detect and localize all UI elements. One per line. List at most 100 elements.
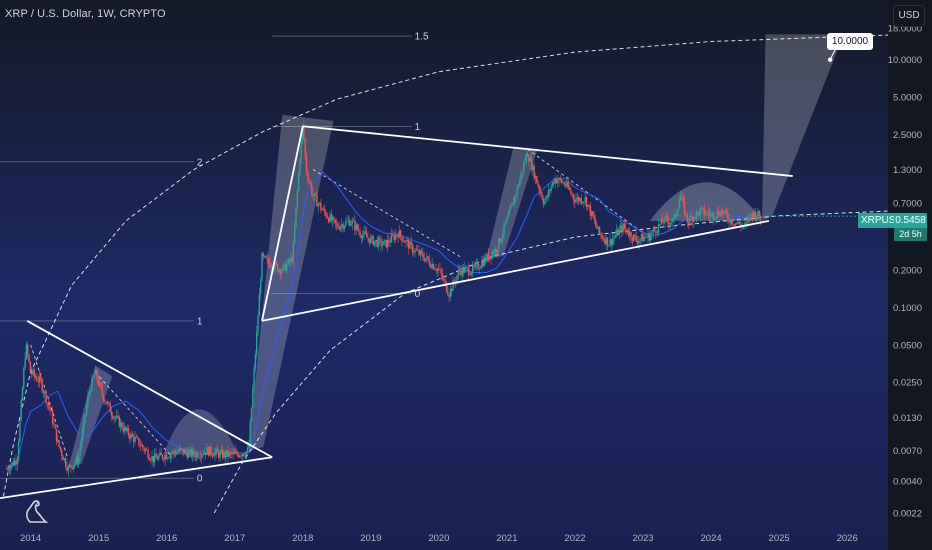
candle-body: [67, 466, 70, 471]
candle-body: [290, 257, 292, 262]
candle-body: [710, 214, 712, 217]
candle-body: [184, 449, 186, 454]
candle-body: [347, 220, 350, 222]
candle-body: [757, 210, 759, 217]
candle-body: [382, 241, 385, 245]
candle-body: [114, 417, 117, 419]
candle-body: [388, 239, 390, 243]
candle-body: [390, 234, 393, 243]
candle-body: [753, 211, 755, 218]
candle-body: [490, 256, 492, 259]
candle-body: [394, 234, 397, 240]
candle-body: [734, 223, 737, 226]
candle-body: [375, 239, 377, 242]
candle-body: [314, 193, 317, 195]
candle-body: [492, 252, 495, 254]
candle-body: [491, 252, 493, 259]
candle-body: [214, 452, 216, 457]
candle-body: [296, 190, 299, 208]
candle-body: [609, 239, 611, 246]
candle-body: [155, 453, 157, 458]
candle-body: [276, 264, 279, 272]
candle-body: [668, 221, 670, 225]
candle-body: [647, 233, 649, 238]
candle-body: [520, 173, 522, 180]
candle-body: [727, 213, 729, 220]
x-tick-label: 2019: [360, 533, 381, 544]
candle-body: [317, 203, 319, 207]
x-tick-label: 2014: [20, 533, 41, 544]
candle-body: [292, 242, 295, 263]
candle-body: [744, 223, 746, 226]
candle-body: [13, 460, 16, 466]
candle-body: [74, 462, 76, 466]
candle-body: [313, 193, 316, 196]
candle-body: [172, 451, 174, 454]
candle-body: [170, 453, 173, 455]
candle-body: [475, 262, 478, 265]
candle-body: [749, 214, 751, 221]
candle-body: [123, 426, 126, 432]
candle-body: [143, 447, 145, 451]
candle-body: [570, 189, 572, 194]
candle-body: [608, 245, 610, 247]
x-tick-label: 2025: [769, 533, 790, 544]
candle-body: [529, 157, 531, 162]
candle-body: [194, 455, 196, 458]
candle-body: [622, 223, 624, 232]
candle-body: [49, 406, 51, 411]
candle-body: [105, 402, 107, 404]
candle-body: [365, 233, 368, 238]
candle-body: [330, 214, 333, 221]
candle-body: [634, 234, 636, 237]
candle-body: [720, 210, 722, 217]
candle-body: [8, 470, 11, 471]
candle-body: [746, 218, 749, 222]
candle-body: [212, 455, 215, 457]
candle-body: [555, 178, 558, 183]
candle-body: [428, 259, 431, 266]
fib-level-label: 0: [197, 474, 203, 485]
candle-body: [246, 447, 249, 452]
candle-body: [532, 165, 534, 171]
candle-body: [46, 402, 49, 404]
candle-body: [543, 202, 546, 204]
candle-body: [109, 403, 111, 413]
candle-body: [282, 265, 284, 272]
candle-body: [407, 240, 410, 249]
candle-body: [207, 447, 210, 456]
candle-body: [253, 368, 255, 389]
candle-body: [714, 218, 716, 220]
y-tick-label: 0.0130: [893, 413, 922, 424]
candle-body: [481, 261, 483, 268]
projection-box: [68, 365, 113, 469]
candle-body: [70, 465, 72, 468]
candle-body: [521, 172, 524, 174]
candle-body: [719, 215, 721, 217]
candle-body: [134, 437, 136, 442]
candle-body: [579, 198, 581, 202]
candle-body: [487, 253, 490, 260]
candle-body: [511, 202, 513, 207]
y-tick-label: 0.1000: [893, 303, 922, 314]
candle-body: [504, 223, 507, 225]
candle-body: [615, 229, 618, 236]
candle-body: [198, 457, 200, 458]
candle-body: [291, 257, 293, 263]
candle-body: [110, 412, 113, 416]
bar-countdown-label: 2d 5h: [894, 228, 927, 241]
candle-body: [240, 455, 242, 457]
candle-body: [161, 454, 164, 459]
candle-body: [588, 204, 590, 206]
currency-button[interactable]: USD: [893, 5, 925, 27]
candle-body: [509, 206, 512, 210]
candle-body: [443, 278, 445, 280]
candle-body: [101, 387, 104, 396]
candle-body: [674, 214, 677, 217]
candle-body: [202, 454, 204, 456]
candle-body: [652, 229, 654, 233]
candle-body: [259, 281, 262, 295]
candle-body: [68, 465, 71, 467]
